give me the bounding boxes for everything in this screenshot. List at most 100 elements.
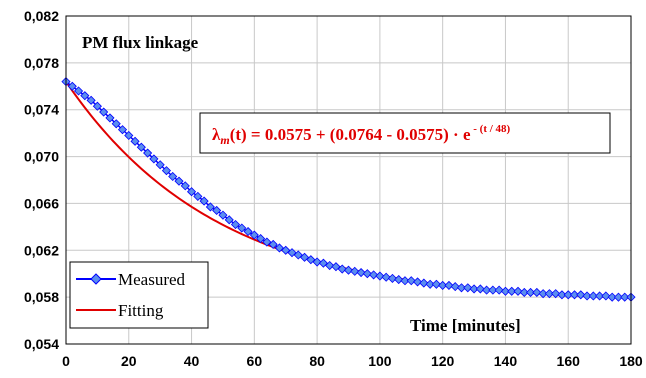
- annotation-formula: λm(t) = 0.0575 + (0.0764 - 0.0575) · e -…: [212, 123, 511, 147]
- measured-point-1: [67, 81, 77, 91]
- measured-point-47: [356, 267, 366, 278]
- measured-point-59: [431, 279, 441, 289]
- measured-point-70: [500, 286, 511, 296]
- measured-point-86: [601, 291, 611, 301]
- y-tick-label-2: 0,062: [24, 242, 59, 258]
- measured-point-76: [538, 289, 548, 299]
- measured-point-13: [143, 148, 153, 158]
- measured-point-18: [174, 176, 184, 186]
- formula-subscript: m: [220, 133, 229, 147]
- y-tick-labels: 0,054 0,058 0,062 0,066 0,070 0,074 0,078 0,082: [24, 8, 59, 352]
- measured-point-69: [494, 285, 504, 295]
- measured-point-38: [299, 252, 310, 262]
- measured-point-29: [243, 226, 253, 237]
- measured-point-88: [613, 292, 624, 302]
- measured-point-52: [387, 273, 398, 283]
- measured-point-46: [350, 266, 360, 276]
- legend-fitting-label: Fitting: [118, 301, 164, 320]
- measured-point-85: [595, 291, 605, 301]
- x-tick-labels: 0 20 40 60 80 100 120 140 160 180: [62, 353, 643, 369]
- legend-measured-label: Measured: [118, 270, 186, 289]
- measured-point-3: [80, 91, 90, 101]
- measured-point-54: [400, 276, 410, 286]
- measured-point-60: [438, 280, 448, 290]
- measured-point-2: [73, 86, 84, 96]
- measured-point-37: [293, 250, 303, 260]
- measured-point-5: [92, 101, 102, 111]
- measured-point-20: [186, 187, 197, 197]
- legend-measured-marker: [90, 273, 102, 285]
- measured-point-31: [256, 234, 266, 244]
- measured-point-24: [212, 205, 222, 216]
- y-tick-label-3: 0,066: [24, 195, 59, 211]
- measured-point-6: [99, 107, 109, 117]
- legend-fitting: Fitting: [76, 301, 164, 320]
- measured-point-89: [620, 292, 630, 302]
- measured-point-77: [544, 289, 554, 299]
- measured-point-28: [237, 223, 247, 233]
- measured-point-66: [475, 284, 485, 294]
- measured-point-25: [218, 210, 228, 220]
- chart-title: PM flux linkage: [82, 33, 199, 52]
- x-tick-label-4: 80: [309, 353, 325, 369]
- formula-lambda: λ: [212, 125, 221, 144]
- measured-point-58: [425, 279, 435, 289]
- measured-point-39: [306, 255, 316, 265]
- measured-point-45: [343, 265, 354, 275]
- measured-series: [61, 77, 636, 302]
- measured-point-68: [488, 285, 498, 295]
- measured-point-78: [551, 289, 561, 299]
- measured-point-57: [419, 278, 429, 288]
- measured-point-17: [168, 171, 178, 182]
- x-tick-label-9: 180: [619, 353, 643, 369]
- measured-point-53: [394, 275, 404, 285]
- measured-point-21: [193, 191, 203, 201]
- x-tick-label-8: 160: [557, 353, 581, 369]
- plot-border: [65, 15, 632, 345]
- x-axis-label: Time [minutes]: [410, 316, 521, 335]
- measured-point-81: [569, 290, 580, 300]
- measured-point-26: [224, 215, 234, 225]
- legend-box: [69, 261, 209, 329]
- measured-point-19: [180, 181, 190, 191]
- y-tick-label-7: 0,082: [24, 8, 59, 24]
- annotation-box: [199, 112, 611, 154]
- x-tick-label-2: 40: [184, 353, 200, 369]
- x-tick-label-6: 120: [431, 353, 455, 369]
- x-tick-label-3: 60: [247, 353, 263, 369]
- measured-point-41: [318, 258, 328, 268]
- measured-point-80: [563, 290, 573, 300]
- x-tick-label-0: 0: [62, 353, 70, 369]
- measured-point-36: [287, 248, 297, 258]
- measured-point-82: [576, 290, 586, 300]
- measured-point-48: [362, 269, 372, 279]
- measured-point-7: [105, 113, 115, 123]
- measured-point-40: [312, 257, 322, 267]
- measured-point-35: [281, 245, 291, 255]
- measured-point-10: [124, 130, 134, 141]
- x-tick-label-7: 140: [494, 353, 518, 369]
- measured-point-23: [205, 202, 215, 212]
- measured-point-71: [507, 286, 517, 296]
- measured-point-11: [130, 136, 140, 146]
- measured-point-61: [444, 280, 454, 290]
- measured-point-42: [325, 260, 335, 271]
- measured-point-12: [136, 142, 146, 152]
- measured-point-75: [532, 287, 542, 298]
- y-tick-label-1: 0,058: [24, 289, 59, 305]
- y-tick-label-6: 0,078: [24, 55, 59, 71]
- measured-point-50: [375, 271, 385, 281]
- x-tick-label-5: 100: [368, 353, 392, 369]
- measured-point-4: [86, 95, 96, 105]
- formula-superscript: - (t / 48): [471, 123, 511, 135]
- measured-point-73: [519, 287, 529, 298]
- measured-point-72: [513, 286, 523, 296]
- measured-point-79: [557, 290, 567, 300]
- measured-point-30: [249, 230, 259, 240]
- x-tick-label-1: 20: [121, 353, 137, 369]
- measured-point-34: [274, 243, 285, 253]
- measured-point-49: [369, 270, 379, 280]
- measured-point-83: [582, 291, 592, 301]
- measured-point-22: [199, 196, 209, 206]
